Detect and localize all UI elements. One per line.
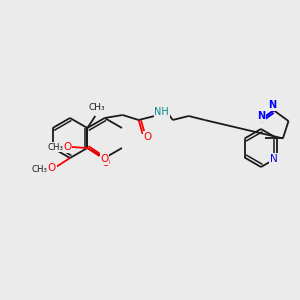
Text: O: O bbox=[100, 154, 108, 164]
Text: N: N bbox=[268, 100, 276, 110]
Text: CH₃: CH₃ bbox=[88, 103, 105, 112]
Text: NH: NH bbox=[154, 107, 169, 117]
Text: O: O bbox=[48, 163, 56, 173]
Text: N: N bbox=[270, 154, 277, 164]
Text: CH₃: CH₃ bbox=[47, 142, 63, 152]
Text: N: N bbox=[270, 154, 277, 164]
Text: CH₃: CH₃ bbox=[32, 164, 48, 173]
Text: O: O bbox=[101, 158, 110, 168]
Text: O: O bbox=[143, 132, 152, 142]
Text: N: N bbox=[257, 111, 265, 121]
Text: O: O bbox=[63, 142, 71, 152]
